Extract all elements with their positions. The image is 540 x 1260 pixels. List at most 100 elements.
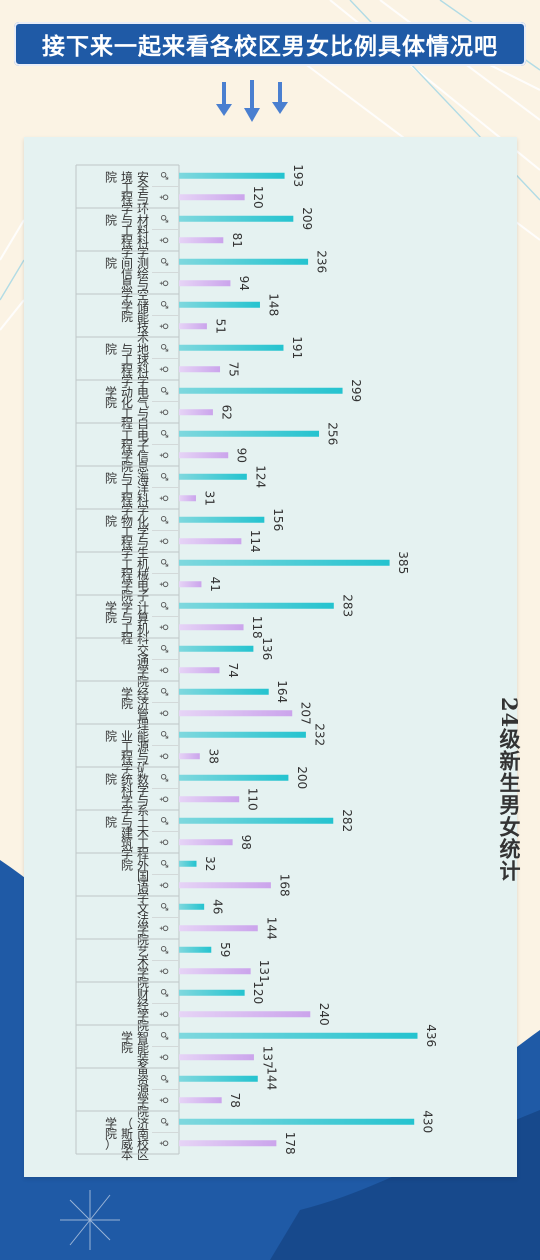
bar-female	[179, 409, 213, 416]
female-value-label: 131	[257, 960, 271, 983]
male-value-label: 232	[312, 723, 326, 746]
bar-male	[179, 1075, 258, 1082]
male-value-label: 385	[396, 551, 410, 574]
female-value-label: 114	[248, 530, 262, 553]
category-label: 安全与环境工程学院	[105, 170, 149, 217]
male-value-label: 164	[275, 680, 289, 703]
male-symbol: ♂	[158, 386, 169, 395]
bar-male	[179, 731, 306, 738]
male-symbol: ♂	[158, 214, 169, 223]
category-label: 海洋科学与工程学院	[105, 471, 149, 518]
bar-female	[179, 538, 242, 545]
male-value-label: 430	[421, 1110, 435, 1133]
bar-male	[179, 946, 212, 953]
category-label: 计算机科学与工程学院	[105, 600, 149, 647]
female-symbol: ♀	[158, 194, 169, 201]
male-value-label: 236	[315, 250, 329, 273]
category-label: 土木工程与建筑学院	[105, 816, 149, 862]
female-value-label: 74	[226, 663, 240, 678]
category-label: 测绘与空间信息学院	[105, 257, 149, 303]
category-label: 能源与矿业工程学院	[105, 730, 149, 776]
category-label: 地球科学与工程学院	[105, 343, 149, 389]
female-symbol: ♀	[158, 968, 169, 975]
male-symbol: ♂	[158, 1117, 169, 1126]
male-value-label: 59	[218, 942, 232, 957]
female-value-label: 62	[219, 405, 233, 420]
category-label: 外国语学院	[121, 859, 149, 905]
bar-female	[179, 1011, 311, 1018]
female-value-label: 94	[237, 276, 251, 291]
category-label: 智能装备学院	[121, 1030, 149, 1077]
category-label: 艺术学院	[137, 945, 149, 991]
bar-male	[179, 559, 390, 566]
bar-male	[179, 387, 343, 394]
female-symbol: ♀	[158, 366, 169, 373]
bar-male	[179, 817, 334, 824]
bar-chart: 安全与环境工程学院 ♂ ♀ 193 120 材料科学与工程学院 ♂ ♀ 209 81 测绘与空间信息…	[75, 164, 438, 1162]
bar-female	[179, 1140, 277, 1147]
bar-male	[179, 645, 254, 652]
female-value-label: 41	[208, 577, 222, 592]
female-value-label: 51	[213, 319, 227, 334]
male-symbol: ♂	[158, 1074, 169, 1083]
female-value-label: 38	[206, 749, 220, 764]
category-label: 交通学院	[137, 643, 149, 690]
bar-female	[179, 710, 293, 717]
bar-female	[179, 667, 220, 674]
category-label: 文法学院	[137, 901, 149, 948]
female-symbol: ♀	[158, 796, 169, 803]
category-label: 机械电子工程学院	[121, 558, 149, 604]
female-symbol: ♀	[158, 280, 169, 287]
bar-male	[179, 602, 334, 609]
male-symbol: ♂	[158, 515, 169, 524]
bar-male	[179, 688, 269, 695]
chart-title: 24级新生男女统计	[497, 697, 522, 883]
female-symbol: ♀	[158, 409, 169, 416]
bar-female	[179, 796, 240, 803]
male-symbol: ♂	[158, 859, 169, 868]
bar-female	[179, 194, 245, 201]
female-symbol: ♀	[158, 1140, 169, 1147]
male-symbol: ♂	[158, 988, 169, 997]
bar-male	[179, 1118, 415, 1125]
male-symbol: ♂	[158, 945, 169, 954]
chart-panel: 安全与环境工程学院 ♂ ♀ 193 120 材料科学与工程学院 ♂ ♀ 209 81 测绘与空间信息…	[24, 137, 522, 1177]
category-label: 储能技术学院	[121, 299, 149, 346]
category-label: 电子信息工程学院	[121, 429, 149, 475]
category-label: 化学与生物工程学院	[105, 515, 149, 561]
bar-female	[179, 1054, 254, 1061]
bar-female	[179, 452, 229, 459]
male-symbol: ♂	[158, 300, 169, 309]
female-symbol: ♀	[158, 624, 169, 631]
down-arrows-icon	[216, 80, 288, 122]
bar-male	[179, 344, 284, 351]
bar-male	[179, 430, 320, 437]
female-value-label: 118	[250, 616, 264, 639]
male-symbol: ♂	[158, 1031, 169, 1040]
male-value-label: 256	[326, 422, 340, 445]
female-value-label: 75	[227, 362, 241, 377]
bar-female	[179, 882, 271, 889]
female-symbol: ♀	[158, 925, 169, 932]
male-symbol: ♂	[158, 558, 169, 567]
female-value-label: 78	[228, 1093, 242, 1108]
female-value-label: 240	[317, 1003, 331, 1026]
male-value-label: 148	[266, 293, 280, 316]
bar-female	[179, 753, 200, 760]
category-label: 财经学院	[137, 988, 149, 1034]
bar-female	[179, 925, 258, 932]
female-value-label: 90	[235, 448, 249, 463]
bar-female	[179, 237, 224, 244]
category-label: 资源学院	[137, 1074, 149, 1120]
female-value-label: 168	[277, 874, 291, 897]
bar-male	[179, 473, 247, 480]
female-symbol: ♀	[158, 839, 169, 846]
bar-female	[179, 366, 221, 373]
male-value-label: 120	[251, 981, 265, 1004]
female-symbol: ♀	[158, 495, 169, 502]
male-value-label: 32	[203, 856, 217, 871]
male-symbol: ♂	[158, 171, 169, 180]
female-value-label: 81	[230, 233, 244, 248]
male-symbol: ♂	[158, 257, 169, 266]
bar-male	[179, 774, 289, 781]
